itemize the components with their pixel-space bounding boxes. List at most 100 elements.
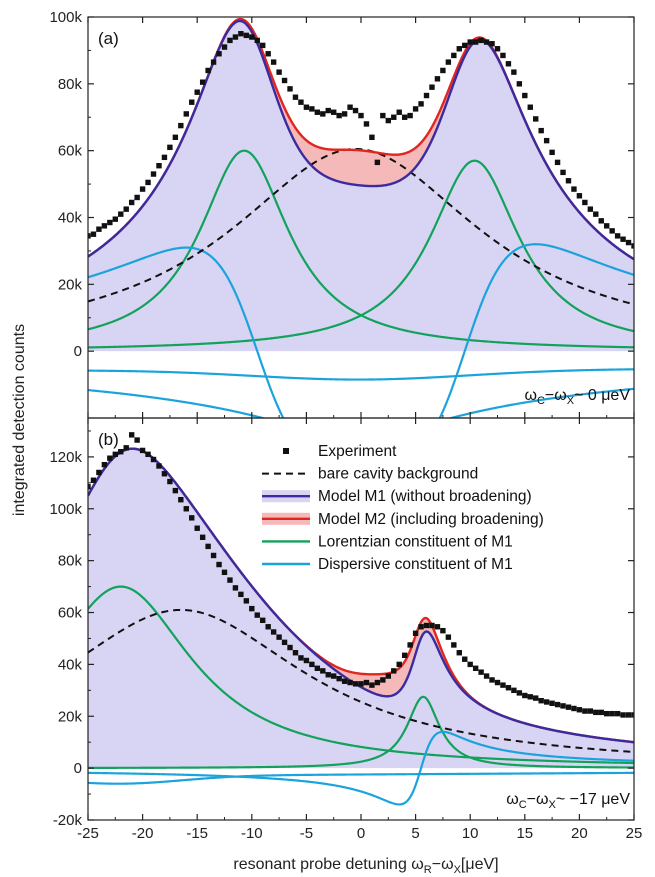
experiment-point	[265, 51, 271, 57]
legend-label: Experiment	[318, 443, 397, 460]
panel-a-condition: ωC−ωX~ 0 μeV	[524, 387, 630, 407]
experiment-point	[320, 668, 326, 674]
experiment-point	[281, 639, 288, 646]
experiment-point	[161, 471, 168, 477]
experiment-point	[631, 712, 634, 718]
experiment-point	[412, 630, 419, 636]
experiment-point	[309, 661, 315, 668]
experiment-point	[489, 677, 495, 683]
dispersive-curve-1	[88, 730, 634, 806]
experiment-point	[107, 219, 113, 226]
panel-a: 0 20k 40k 60k 80k 100k (a)	[49, 9, 635, 419]
experiment-point	[571, 705, 577, 712]
experiment-point	[401, 114, 408, 120]
experiment-point	[96, 469, 102, 476]
experiment-point	[396, 661, 402, 668]
experiment-point	[358, 112, 364, 119]
experiment-point	[429, 622, 435, 629]
y-tick-label: 60k	[58, 143, 83, 160]
experiment-point	[412, 106, 419, 112]
experiment-point	[576, 707, 583, 713]
experiment-point	[401, 652, 408, 659]
legend-label: Lorentzian constituent of M1	[318, 533, 513, 550]
experiment-point	[565, 704, 572, 710]
experiment-point	[467, 39, 473, 45]
experiment-point	[314, 109, 321, 115]
experiment-point	[139, 186, 146, 192]
experiment-point	[483, 39, 490, 45]
legend-item: Lorentzian constituent of M1	[262, 533, 513, 550]
experiment-point	[478, 37, 484, 44]
experiment-point	[221, 569, 228, 576]
plot-area	[88, 17, 634, 418]
x-tick-label: -10	[241, 825, 263, 842]
experiment-point	[216, 561, 222, 568]
experiment-point	[549, 700, 555, 706]
experiment-point	[221, 44, 228, 50]
y-tick-label: 40k	[58, 656, 83, 673]
experiment-point	[118, 449, 124, 455]
experiment-point	[156, 463, 162, 469]
y-tick-label: 40k	[58, 210, 83, 227]
experiment-point	[243, 32, 250, 39]
experiment-point	[522, 92, 528, 99]
experiment-point	[593, 709, 599, 716]
legend-label: Model M1 (without broadening)	[318, 488, 532, 505]
experiment-point	[391, 668, 397, 674]
model-m1-curve	[88, 19, 634, 261]
experiment-point	[331, 109, 337, 115]
experiment-point	[199, 79, 206, 85]
experiment-point	[112, 451, 118, 458]
experiment-point	[172, 134, 179, 140]
x-tick-label: -25	[77, 825, 99, 842]
experiment-point	[467, 661, 473, 668]
experiment-point	[167, 144, 173, 151]
experiment-point	[511, 69, 517, 75]
x-tick-label: -20	[132, 825, 154, 842]
experiment-point	[445, 59, 452, 65]
experiment-point	[112, 216, 118, 222]
experiment-point	[227, 577, 233, 583]
experiment-point	[101, 223, 108, 229]
experiment-point	[582, 199, 588, 206]
experiment-point	[363, 121, 370, 127]
experiment-point	[418, 101, 424, 107]
experiment-point	[90, 231, 97, 237]
experiment-point	[625, 239, 632, 246]
experiment-point	[363, 679, 370, 686]
experiment-point	[516, 81, 523, 87]
y-tick-label: 0	[74, 343, 82, 360]
experiment-point	[593, 211, 599, 217]
experiment-point	[451, 52, 457, 59]
experiment-point	[434, 624, 441, 630]
experiment-point	[210, 552, 217, 559]
experiment-point	[232, 585, 239, 591]
experiment-point	[604, 710, 610, 717]
experiment-point	[456, 650, 462, 656]
experiment-point	[560, 169, 566, 176]
experiment-point	[565, 178, 572, 184]
experiment-point	[287, 644, 293, 651]
experiment-point	[500, 52, 506, 59]
y-tick-label: 0	[74, 760, 82, 777]
experiment-point	[96, 226, 102, 232]
experiment-point	[538, 127, 544, 134]
experiment-point	[205, 67, 211, 74]
model-m1-curve	[88, 447, 634, 744]
experiment-point	[434, 76, 441, 82]
experiment-point	[298, 99, 304, 105]
experiment-point	[407, 642, 413, 648]
experiment-point	[341, 111, 348, 117]
experiment-point	[320, 111, 326, 117]
experiment-point	[150, 456, 157, 463]
experiment-point	[331, 673, 337, 679]
y-tick-label: 120k	[49, 449, 82, 466]
experiment-point	[445, 634, 452, 640]
experiment-point	[194, 525, 200, 531]
experiment-point	[598, 218, 604, 224]
experiment-point	[298, 655, 304, 661]
y-tick-label: 100k	[49, 501, 82, 518]
experiment-point	[139, 447, 146, 454]
x-tick-label: -5	[300, 825, 313, 842]
experiment-point	[533, 116, 539, 122]
